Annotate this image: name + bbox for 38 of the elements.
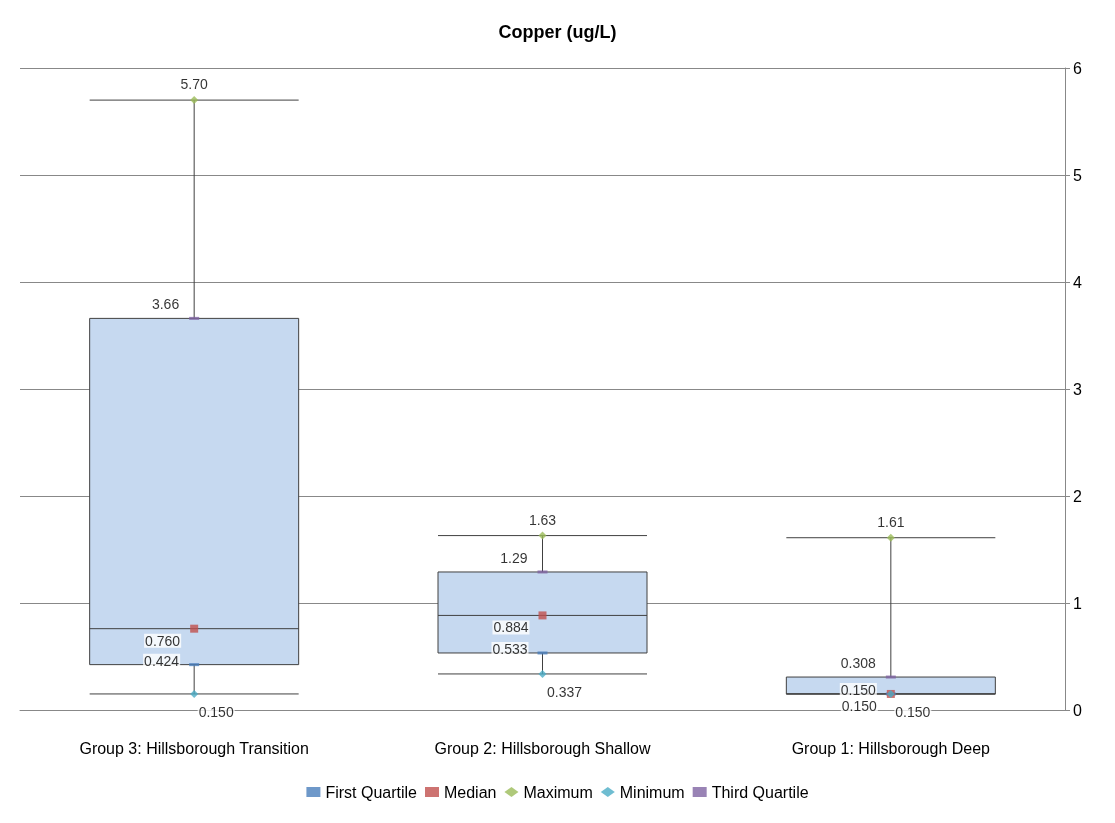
point: [190, 624, 199, 633]
data-label: 1.29: [500, 549, 528, 566]
point: [538, 611, 547, 620]
y-tick-label: 3: [1073, 380, 1082, 398]
legend-label: Median: [443, 783, 497, 801]
legend-label: Third Quartile: [711, 783, 809, 801]
x-tick-label: Group 1: Hillsborough Deep: [791, 739, 991, 757]
data-label: 5.70: [180, 76, 208, 93]
y-tick-label: 5: [1073, 166, 1082, 184]
data-label: 0.533: [492, 640, 528, 657]
data-label: 0.337: [546, 683, 583, 700]
x-tick-label: Group 3: Hillsborough Transition: [79, 739, 309, 757]
data-label: 0.308: [840, 655, 877, 672]
chart-title: Copper (ug/L): [498, 22, 617, 42]
data-label: 1.61: [877, 513, 905, 530]
y-tick-label: 4: [1073, 273, 1082, 291]
data-label: 1.63: [528, 511, 557, 528]
data-label: 0.150: [895, 703, 931, 720]
y-tick-label: 6: [1073, 59, 1082, 77]
data-label: 0.150: [841, 697, 878, 714]
data-label: 0.150: [198, 703, 234, 720]
legend-label: Maximum: [523, 783, 593, 801]
point: [886, 533, 895, 542]
data-label: 0.760: [145, 632, 181, 649]
y-tick-label: 2: [1073, 487, 1082, 505]
point: [190, 689, 199, 698]
point: [538, 531, 547, 540]
y-tick-label: 0: [1073, 701, 1082, 719]
point: [538, 669, 547, 678]
point: [190, 96, 199, 105]
legend-label: Minimum: [619, 783, 685, 801]
legend-label: First Quartile: [325, 783, 418, 801]
y-tick-label: 1: [1073, 594, 1082, 612]
x-tick-label: Group 2: Hillsborough Shallow: [434, 739, 651, 757]
data-label: 3.66: [151, 296, 180, 313]
data-label: 0.884: [493, 619, 529, 636]
data-label: 0.424: [144, 652, 180, 669]
data-label: 0.150: [840, 681, 877, 698]
